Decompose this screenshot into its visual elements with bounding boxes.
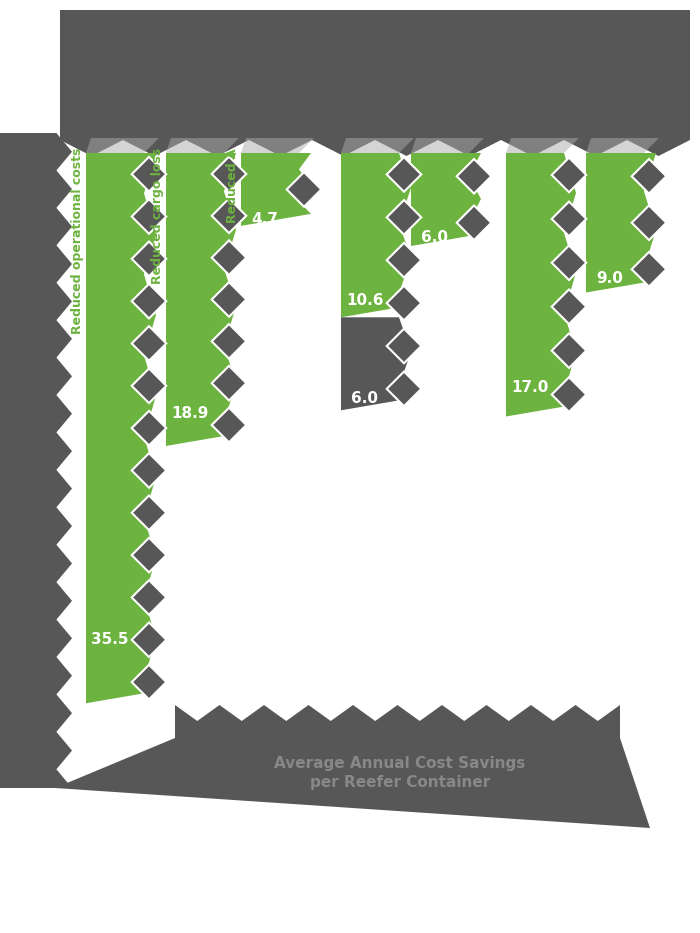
Polygon shape — [241, 138, 314, 153]
Polygon shape — [132, 327, 167, 361]
Text: 9.0: 9.0 — [596, 271, 624, 285]
Polygon shape — [211, 408, 246, 442]
Polygon shape — [411, 153, 481, 246]
Polygon shape — [552, 333, 587, 368]
Polygon shape — [60, 10, 690, 156]
Polygon shape — [132, 369, 167, 403]
Polygon shape — [386, 157, 421, 191]
Polygon shape — [166, 138, 239, 153]
Polygon shape — [631, 159, 666, 193]
Polygon shape — [132, 580, 167, 615]
Polygon shape — [132, 284, 167, 318]
Polygon shape — [631, 252, 666, 286]
Text: 18.9: 18.9 — [172, 406, 209, 421]
Polygon shape — [552, 158, 587, 192]
Text: 6.0: 6.0 — [421, 230, 449, 244]
Polygon shape — [211, 366, 246, 400]
Text: 10.6: 10.6 — [346, 293, 384, 308]
Polygon shape — [386, 200, 421, 234]
Polygon shape — [86, 153, 156, 703]
Polygon shape — [386, 285, 421, 320]
Polygon shape — [552, 202, 587, 236]
Polygon shape — [241, 153, 311, 226]
Polygon shape — [386, 328, 421, 363]
Polygon shape — [132, 411, 167, 445]
Text: Reduced cargo loss: Reduced cargo loss — [151, 148, 164, 285]
Text: 35.5: 35.5 — [91, 633, 129, 648]
Text: 6.0: 6.0 — [351, 391, 379, 407]
Polygon shape — [386, 371, 421, 406]
Polygon shape — [341, 317, 411, 411]
Polygon shape — [132, 665, 167, 700]
Text: Average Annual Cost Savings
per Reefer Container: Average Annual Cost Savings per Reefer C… — [274, 756, 526, 790]
Polygon shape — [166, 153, 236, 446]
Polygon shape — [341, 138, 414, 153]
Polygon shape — [456, 159, 491, 193]
Polygon shape — [631, 205, 666, 240]
Polygon shape — [0, 133, 72, 788]
Polygon shape — [86, 138, 159, 153]
Polygon shape — [506, 138, 579, 153]
Polygon shape — [132, 495, 167, 530]
Polygon shape — [341, 153, 411, 317]
Polygon shape — [55, 705, 650, 828]
Polygon shape — [552, 245, 587, 280]
Polygon shape — [211, 241, 246, 275]
Text: Reduced A: Reduced A — [226, 148, 239, 223]
Polygon shape — [552, 289, 587, 324]
Text: Reduced operational costs: Reduced operational costs — [71, 148, 84, 334]
Polygon shape — [132, 200, 167, 234]
Polygon shape — [552, 377, 587, 411]
Polygon shape — [132, 622, 167, 657]
Polygon shape — [132, 453, 167, 488]
Polygon shape — [132, 242, 167, 276]
Polygon shape — [456, 205, 491, 240]
Polygon shape — [386, 243, 421, 277]
Polygon shape — [411, 138, 484, 153]
Polygon shape — [211, 157, 246, 191]
Polygon shape — [132, 537, 167, 572]
Polygon shape — [211, 324, 246, 358]
Polygon shape — [132, 157, 167, 191]
Text: 4.7: 4.7 — [251, 212, 279, 227]
Polygon shape — [287, 173, 321, 207]
Polygon shape — [506, 153, 576, 416]
Polygon shape — [586, 138, 659, 153]
Polygon shape — [211, 282, 246, 317]
Polygon shape — [586, 153, 656, 293]
Text: 17.0: 17.0 — [511, 380, 549, 395]
Polygon shape — [211, 199, 246, 233]
